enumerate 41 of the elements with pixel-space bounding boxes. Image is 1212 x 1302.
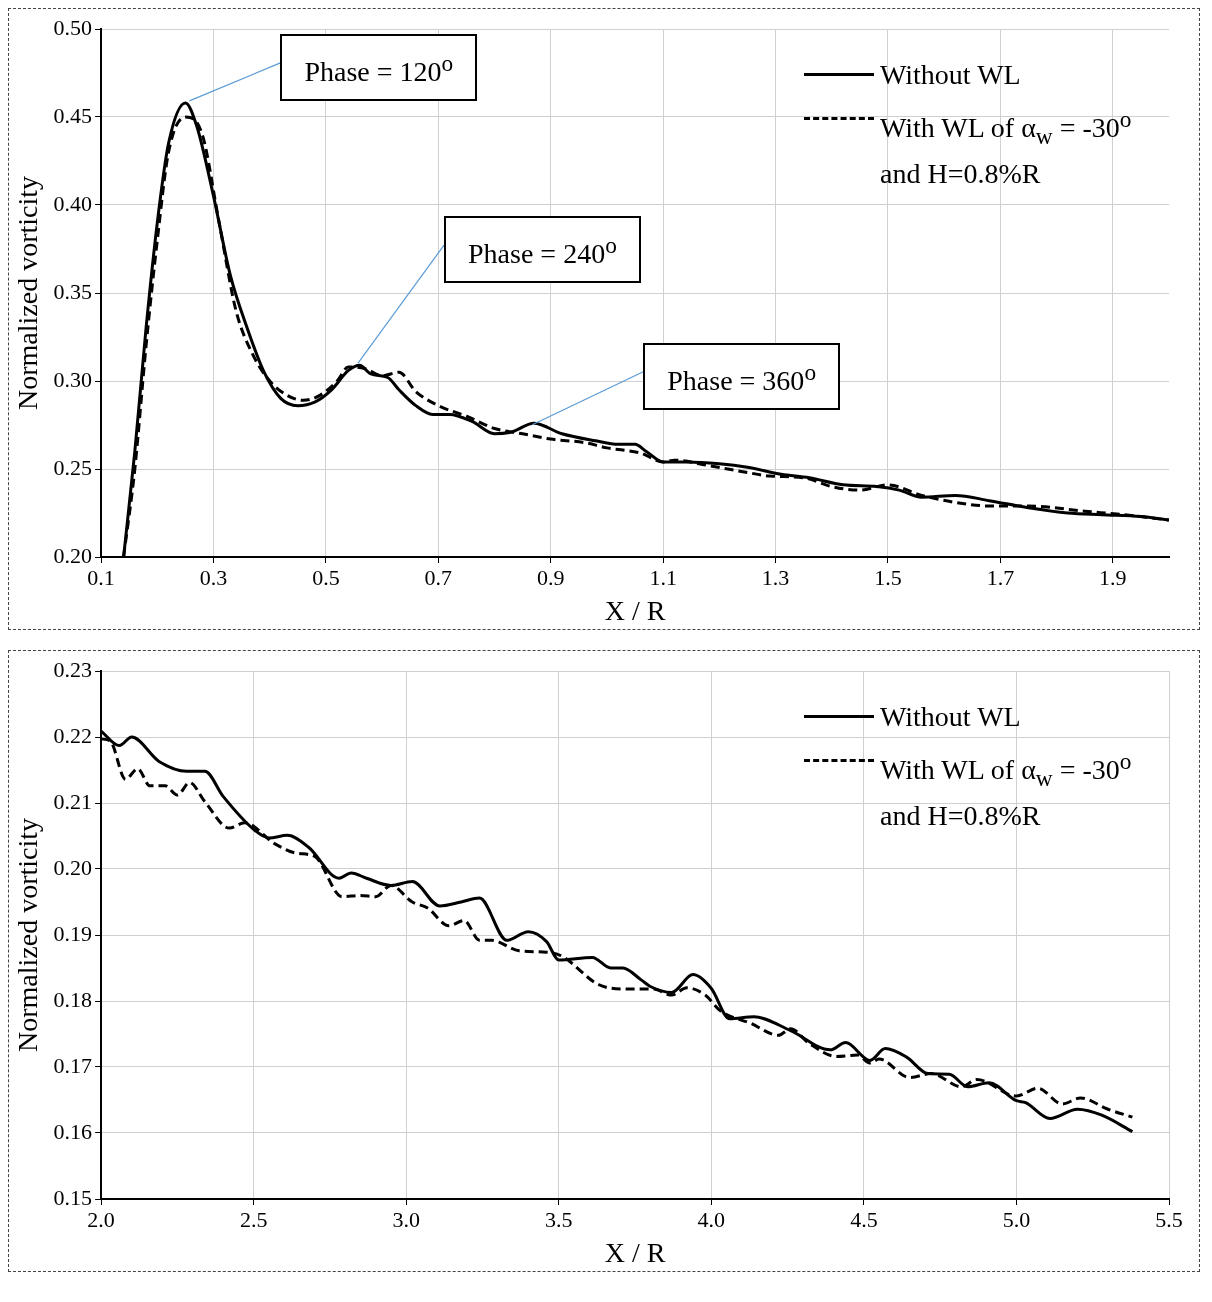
y-tick-label: 0.23 bbox=[53, 656, 93, 682]
y-tick-label: 0.45 bbox=[53, 102, 93, 128]
x-tick-label: 0.3 bbox=[199, 564, 228, 590]
y-tick-label: 0.35 bbox=[53, 278, 93, 304]
y-tick-label: 0.22 bbox=[53, 722, 93, 748]
legend-label: Without WL bbox=[880, 58, 1022, 92]
y-tick-label: 0.40 bbox=[53, 190, 93, 216]
y-tick-label: 0.16 bbox=[53, 1118, 93, 1144]
annotation: Phase = 360$^{o}$ bbox=[643, 342, 841, 411]
text: With WL of α$_{w}$ = -30$^{o}$ and H=0.8%R bbox=[880, 106, 1132, 189]
legend-label: Without WL bbox=[880, 700, 1022, 734]
y-axis-title: Normalized vorticity bbox=[12, 817, 44, 1053]
x-tick-label: 5.5 bbox=[1155, 1206, 1183, 1232]
x-tick-label: 1.7 bbox=[986, 564, 1015, 590]
x-tick-label: 0.9 bbox=[536, 564, 565, 590]
x-tick-label: 3.5 bbox=[545, 1206, 573, 1232]
x-tick-label: 4.5 bbox=[850, 1206, 878, 1232]
y-tick-label: 0.25 bbox=[53, 454, 93, 480]
y-axis-title: Normalized vorticity bbox=[12, 175, 44, 411]
x-tick-label: 1.5 bbox=[874, 564, 902, 590]
x-axis-title: X / R bbox=[604, 594, 666, 626]
y-tick-label: 0.17 bbox=[53, 1052, 93, 1078]
y-tick-label: 0.18 bbox=[53, 986, 93, 1012]
y-tick-label: 0.21 bbox=[53, 788, 93, 814]
annotation: Phase = 240$^{o}$ bbox=[444, 216, 641, 284]
x-axis-title: X / R bbox=[604, 1236, 666, 1268]
x-tick-label: 5.0 bbox=[1002, 1206, 1031, 1232]
x-tick-label: 4.0 bbox=[697, 1206, 726, 1232]
y-tick-label: 0.30 bbox=[53, 366, 93, 392]
x-tick-label: 1.9 bbox=[1099, 564, 1127, 590]
y-tick-label: 0.20 bbox=[53, 854, 93, 880]
x-tick-label: 1.1 bbox=[649, 564, 677, 590]
x-tick-label: 3.0 bbox=[392, 1206, 420, 1232]
y-tick-label: 0.19 bbox=[53, 920, 93, 946]
y-tick-label: 0.50 bbox=[53, 14, 93, 40]
x-tick-label: 1.3 bbox=[761, 564, 790, 590]
annotation: Phase = 120$^{o}$ bbox=[280, 33, 478, 102]
x-tick-label: 0.5 bbox=[312, 564, 340, 590]
text: With WL of α$_{w}$ = -30$^{o}$ and H=0.8%R bbox=[880, 748, 1132, 831]
x-tick-label: 0.7 bbox=[424, 564, 453, 590]
x-tick-label: 2.5 bbox=[239, 1206, 268, 1232]
